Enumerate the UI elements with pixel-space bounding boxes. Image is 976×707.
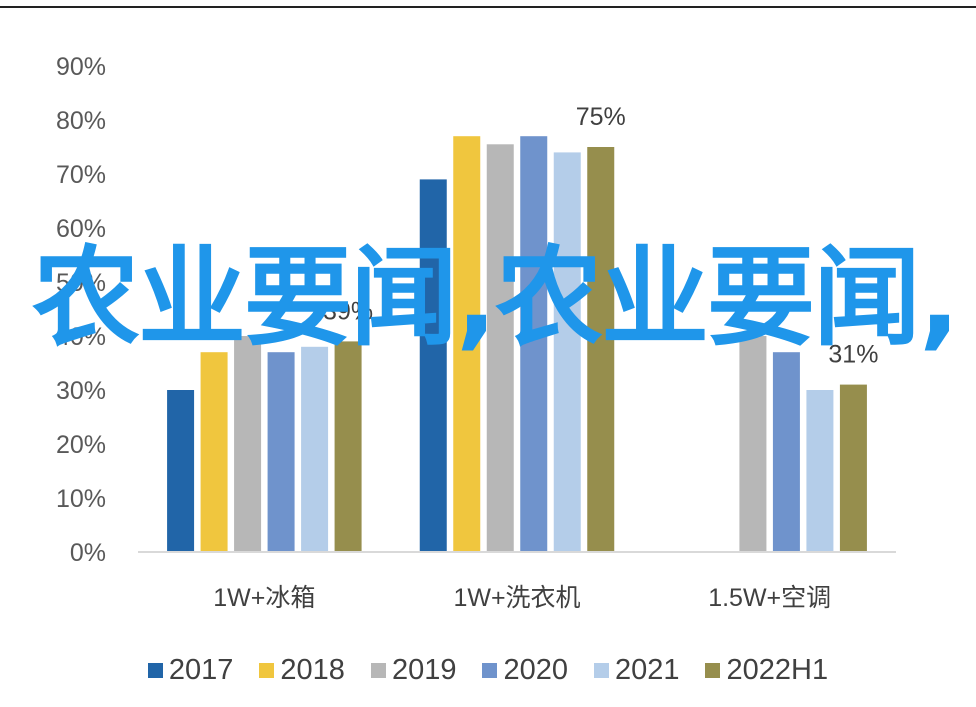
data-labels: 39% 75% 31% (323, 103, 878, 369)
y-tick-label: 80% (56, 107, 106, 135)
bar-2022H1-1 (587, 147, 615, 552)
legend-label: 2020 (503, 653, 568, 686)
bar-2021-2 (806, 390, 834, 552)
y-tick-label: 40% (56, 323, 106, 351)
bar-2021-1 (553, 152, 581, 552)
category-labels: 1W+冰箱 1W+洗衣机 1.5W+空调 (213, 584, 831, 612)
category-label: 1W+洗衣机 (453, 584, 580, 612)
y-tick-label: 70% (56, 161, 106, 189)
bar-2020-0 (267, 352, 295, 552)
data-label: 75% (576, 103, 626, 131)
legend-item: 2018 (259, 654, 345, 687)
legend-item: 2022H1 (705, 654, 828, 687)
bar-2018-0 (200, 352, 228, 552)
bar-2019-1 (486, 144, 514, 553)
bar-2020-2 (772, 352, 800, 552)
bar-2017-1 (419, 179, 447, 552)
bars (167, 136, 867, 553)
y-tick-label: 30% (56, 377, 106, 405)
legend-swatch (593, 662, 609, 678)
bar-2022H1-0 (334, 341, 362, 552)
y-tick-label: 60% (56, 215, 106, 243)
legend-label: 2017 (168, 653, 234, 686)
bar-chart: 0% 10% 20% 30% 40% 50% 60% 70% 80% 90% 1W+冰箱 1W+洗衣… (56, 53, 896, 612)
legend-label: 2021 (614, 653, 680, 686)
legend-swatch (147, 662, 163, 678)
y-tick-label: 10% (56, 485, 106, 513)
bar-2020-1 (520, 136, 548, 552)
legend-item: 2017 (147, 653, 234, 687)
legend-swatch (370, 662, 386, 678)
category-label: 1.5W+空调 (708, 584, 831, 612)
bar-2019-0 (234, 336, 262, 552)
y-tick-label: 50% (56, 269, 106, 297)
legend-label: 2018 (280, 653, 345, 686)
legend-item: 2021 (593, 653, 680, 687)
legend-item: 2019 (370, 653, 457, 687)
legend-item: 2020 (482, 654, 568, 687)
data-label: 31% (828, 341, 878, 369)
watermark-text: 农业要闻,农业要闻, (31, 236, 960, 361)
legend-swatch (705, 662, 721, 678)
legend: 2017 2018 2019 2020 2021 2022H1 (0, 648, 976, 692)
legend-swatch (482, 662, 498, 678)
legend-label: 2019 (391, 653, 457, 686)
y-tick-label: 20% (56, 431, 106, 459)
category-label: 1W+冰箱 (213, 584, 315, 612)
top-border (0, 6, 976, 8)
y-tick-label: 0% (70, 539, 106, 567)
bar-2019-2 (739, 336, 767, 552)
bar-2022H1-2 (839, 384, 867, 552)
legend-swatch (259, 662, 275, 678)
bar-2021-0 (301, 346, 329, 552)
data-label: 39% (323, 297, 373, 325)
bar-2018-1 (453, 136, 481, 552)
y-axis-ticks: 0% 10% 20% 30% 40% 50% 60% 70% 80% 90% (56, 53, 106, 567)
bar-2017-0 (167, 390, 195, 552)
y-tick-label: 90% (56, 53, 106, 81)
legend-label: 2022H1 (726, 653, 829, 686)
